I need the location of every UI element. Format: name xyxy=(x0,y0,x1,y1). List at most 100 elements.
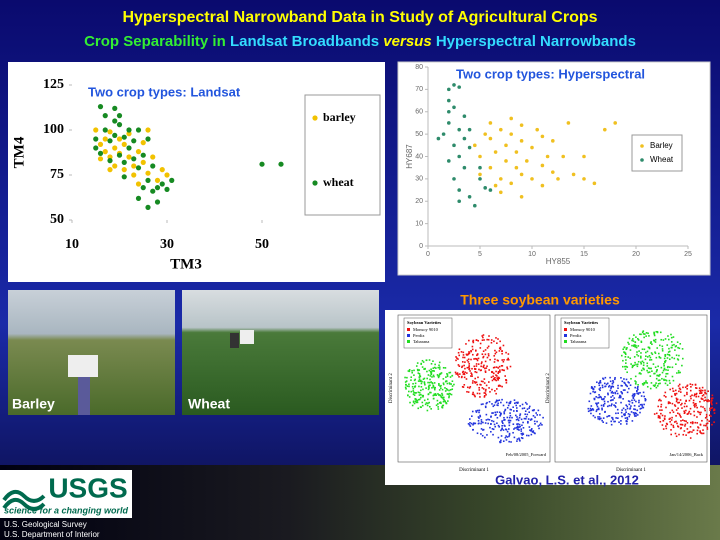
soybean-dot xyxy=(481,335,484,337)
soybean-dot xyxy=(471,375,473,377)
soybean-dot xyxy=(633,393,636,395)
point xyxy=(519,123,524,127)
soybean-dot xyxy=(664,379,667,381)
soybean-dot xyxy=(621,380,624,383)
soybean-dot xyxy=(474,377,477,380)
soybean-dot xyxy=(664,354,667,356)
point xyxy=(452,105,456,110)
point xyxy=(478,177,482,181)
soybean-dot xyxy=(698,389,701,392)
soybean-dot xyxy=(505,435,507,437)
soybean-dot xyxy=(521,437,524,440)
soybean-dot xyxy=(494,411,497,414)
soybean-dot xyxy=(696,422,699,424)
soybean-dot xyxy=(474,382,477,384)
soybean-dot xyxy=(420,389,422,392)
soybean-dot xyxy=(458,375,460,378)
soybean-dot xyxy=(432,360,434,363)
soybean-dot xyxy=(487,338,490,341)
soybean-dot xyxy=(464,371,466,374)
y-tick-label: 10 xyxy=(415,220,423,227)
point xyxy=(530,145,534,150)
soybean-dot xyxy=(674,389,677,392)
soybean-dot xyxy=(407,390,410,393)
soybean-dot xyxy=(447,400,449,402)
subtitle-part: Crop Separability in xyxy=(84,33,230,50)
point xyxy=(131,138,137,144)
legend-label: wheat xyxy=(323,175,354,189)
soybean-dot xyxy=(703,399,705,402)
soybean-dot xyxy=(610,396,612,398)
x-axis-label: TM3 xyxy=(170,256,202,272)
soybean-dot xyxy=(704,417,707,419)
soybean-dot xyxy=(671,344,674,347)
soybean-dot xyxy=(628,381,630,384)
soybean-dot xyxy=(503,359,505,361)
soybean-dot xyxy=(507,404,510,407)
soybean-dot xyxy=(625,348,628,350)
soybean-dot xyxy=(480,433,482,435)
soybean-dot xyxy=(516,418,519,420)
legend-marker xyxy=(640,144,644,148)
soybean-dot xyxy=(621,392,624,395)
soybean-dot xyxy=(500,439,502,442)
soybean-dot xyxy=(704,424,707,427)
soybean-dot xyxy=(664,382,667,385)
soybean-dot xyxy=(478,422,480,425)
soybean-dot xyxy=(593,398,596,401)
subtitle-part: versus xyxy=(383,33,431,50)
soybean-dot xyxy=(662,428,665,430)
y-axis-label: TM4 xyxy=(11,136,27,168)
soybean-dot xyxy=(516,410,518,412)
soybean-dot xyxy=(508,434,511,436)
soybean-dot xyxy=(682,419,684,421)
point xyxy=(102,136,108,142)
soybean-dot xyxy=(503,418,506,421)
soybean-dot xyxy=(634,408,637,411)
soybean-dot xyxy=(503,419,505,421)
soybean-dot xyxy=(448,371,451,374)
soybean-dot xyxy=(672,379,675,382)
soybean-dot xyxy=(694,383,697,386)
soybean-dot xyxy=(412,387,415,390)
soybean-dot xyxy=(651,353,654,356)
soybean-dot xyxy=(457,374,459,376)
soybean-dot xyxy=(405,388,407,390)
soybean-dot xyxy=(447,393,450,395)
soybean-dot xyxy=(462,370,465,373)
soybean-dot xyxy=(607,393,609,396)
point xyxy=(514,165,519,170)
soybean-dot xyxy=(644,399,647,402)
soybean-dot xyxy=(437,406,439,408)
soybean-dot xyxy=(634,415,636,417)
soybean-dot xyxy=(598,382,600,385)
soybean-dot xyxy=(698,411,701,414)
soybean-dot xyxy=(648,355,651,357)
point xyxy=(112,145,118,151)
soybean-dot xyxy=(466,366,469,369)
y-tick-label: 60 xyxy=(415,109,423,116)
soybean-dot xyxy=(483,339,485,341)
soybean-dot xyxy=(649,387,652,390)
soybean-dot xyxy=(527,418,530,420)
soybean-dot xyxy=(429,384,431,387)
soybean-dot xyxy=(492,366,495,369)
soybean-dot xyxy=(413,369,415,372)
soybean-dot xyxy=(608,415,611,417)
soybean-dot xyxy=(462,351,465,354)
soybean-dot xyxy=(466,359,469,362)
soybean-dot xyxy=(413,402,416,405)
y-tick-label: 125 xyxy=(43,77,64,92)
soybean-dot xyxy=(706,400,708,402)
soybean-dot xyxy=(488,381,490,383)
soybean-dot xyxy=(509,412,511,414)
annotation: Two crop types: Hyperspectral xyxy=(456,66,645,81)
soybean-dot xyxy=(604,385,607,388)
soybean-dot xyxy=(480,365,482,368)
soybean-dot xyxy=(668,379,671,382)
soybean-dot xyxy=(635,344,637,347)
soybean-panel-note: Feb/08/2005_Forward xyxy=(506,452,547,457)
soybean-dot xyxy=(669,420,671,423)
point xyxy=(121,141,127,147)
soybean-dot xyxy=(448,395,450,397)
